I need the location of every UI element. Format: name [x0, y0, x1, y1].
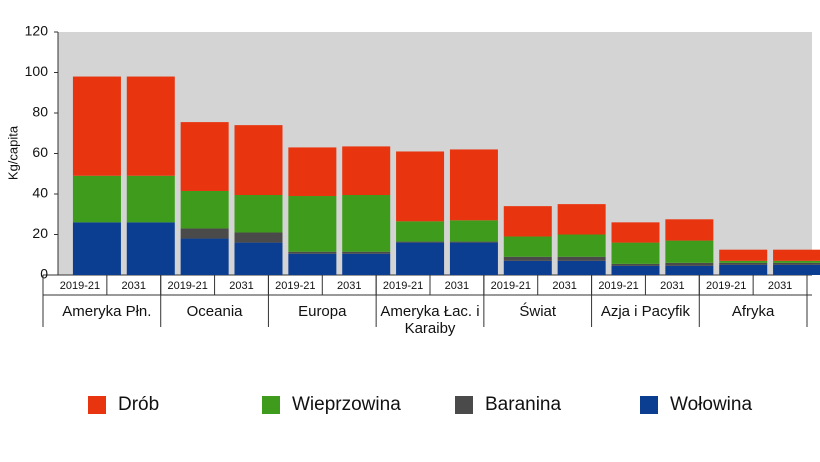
bar-segment: [288, 196, 337, 252]
x-tick-label: 2031: [768, 280, 792, 292]
bar-segment: [773, 249, 820, 261]
bar-segment: [342, 251, 391, 254]
bar-segment: [557, 234, 606, 257]
bar-segment: [234, 125, 283, 196]
bar-segment: [180, 190, 229, 229]
group-label: Oceania: [186, 303, 243, 320]
bar-segment: [180, 122, 229, 191]
bar-segment: [611, 265, 660, 275]
bar-segment: [234, 232, 283, 243]
legend-label: Wołowina: [670, 394, 753, 415]
bar-segment: [449, 149, 498, 221]
bar-segment: [503, 206, 552, 237]
bar-segment: [557, 204, 606, 235]
x-tick-label: 2031: [337, 280, 361, 292]
x-tick-label: 2019-21: [598, 280, 638, 292]
legend-item: Baranina: [455, 394, 561, 416]
bar-segment: [396, 242, 445, 275]
legend-swatch: [262, 396, 280, 414]
bar-segment: [449, 220, 498, 242]
group-label: Azja i Pacyfik: [600, 303, 691, 320]
y-tick-label: 100: [25, 63, 49, 79]
bar-segment: [449, 241, 498, 243]
legend-swatch: [88, 396, 106, 414]
bar-segment: [773, 262, 820, 265]
x-tick-label: 2031: [229, 280, 253, 292]
bar-segment: [557, 256, 606, 261]
y-tick-label: 0: [40, 266, 48, 282]
bar-segment: [611, 263, 660, 266]
y-tick-label: 80: [32, 104, 48, 120]
bar-segment: [773, 264, 820, 275]
bar-segment: [342, 146, 391, 196]
x-tick-label: 2031: [552, 280, 576, 292]
group-label: Europa: [298, 303, 347, 320]
bar-segment: [180, 228, 229, 239]
group-label: Świat: [519, 303, 557, 320]
bar-segment: [449, 242, 498, 275]
bar-segment: [72, 222, 121, 275]
x-tick-label: 2031: [660, 280, 684, 292]
legend-item: Wołowina: [640, 394, 752, 416]
bar-segment: [72, 175, 121, 223]
x-tick-label: 2019-21: [383, 280, 423, 292]
group-label: Ameryka Łac. i Karaiby: [380, 303, 480, 337]
x-tick-label: 2019-21: [491, 280, 531, 292]
group-label: Afryka: [731, 303, 775, 320]
y-tick-label: 20: [32, 225, 48, 241]
bar-segment: [288, 253, 337, 275]
bar-segment: [719, 249, 768, 261]
bar-segment: [126, 76, 175, 176]
bar-segment: [180, 238, 229, 275]
legend-label: Baranina: [485, 394, 562, 415]
bar-segment: [719, 264, 768, 275]
bar-segment: [665, 240, 714, 263]
bar-segment: [396, 221, 445, 242]
y-axis-label: Kg/capita: [5, 125, 20, 180]
bar-segment: [611, 222, 660, 243]
bar-segment: [126, 222, 175, 275]
bar-segment: [503, 236, 552, 257]
bar-segment: [396, 151, 445, 222]
bar-segment: [665, 219, 714, 241]
legend-swatch: [455, 396, 473, 414]
bar-segment: [126, 175, 175, 223]
bar-segment: [234, 242, 283, 275]
bar-segment: [719, 260, 768, 263]
legend-swatch: [640, 396, 658, 414]
bar-segment: [611, 242, 660, 264]
bar-segment: [288, 147, 337, 197]
bar-segment: [503, 260, 552, 275]
y-tick-label: 60: [32, 144, 48, 160]
bar-segment: [396, 241, 445, 243]
bar-segment: [665, 262, 714, 266]
legend-label: Drób: [118, 394, 160, 415]
bar-segment: [503, 256, 552, 261]
legend-item: Wieprzowina: [262, 394, 401, 416]
x-tick-label: 2031: [445, 280, 469, 292]
legend-item: Drób: [88, 394, 159, 416]
bar-segment: [773, 260, 820, 263]
bar-segment: [234, 195, 283, 233]
bar-segment: [342, 253, 391, 275]
x-tick-label: 2031: [122, 280, 146, 292]
bar-segment: [719, 262, 768, 265]
bar-segment: [665, 265, 714, 275]
bar-segment: [72, 76, 121, 176]
group-label: Ameryka Płn.: [62, 303, 152, 320]
bar-segment: [342, 195, 391, 252]
y-tick-label: 120: [25, 23, 49, 39]
x-tick-label: 2019-21: [706, 280, 746, 292]
bar-segment: [557, 260, 606, 275]
x-tick-label: 2019-21: [275, 280, 315, 292]
bar-segment: [288, 251, 337, 254]
y-tick-label: 40: [32, 185, 48, 201]
x-tick-label: 2019-21: [167, 280, 207, 292]
x-tick-label: 2019-21: [60, 280, 100, 292]
legend-label: Wieprzowina: [292, 394, 401, 415]
